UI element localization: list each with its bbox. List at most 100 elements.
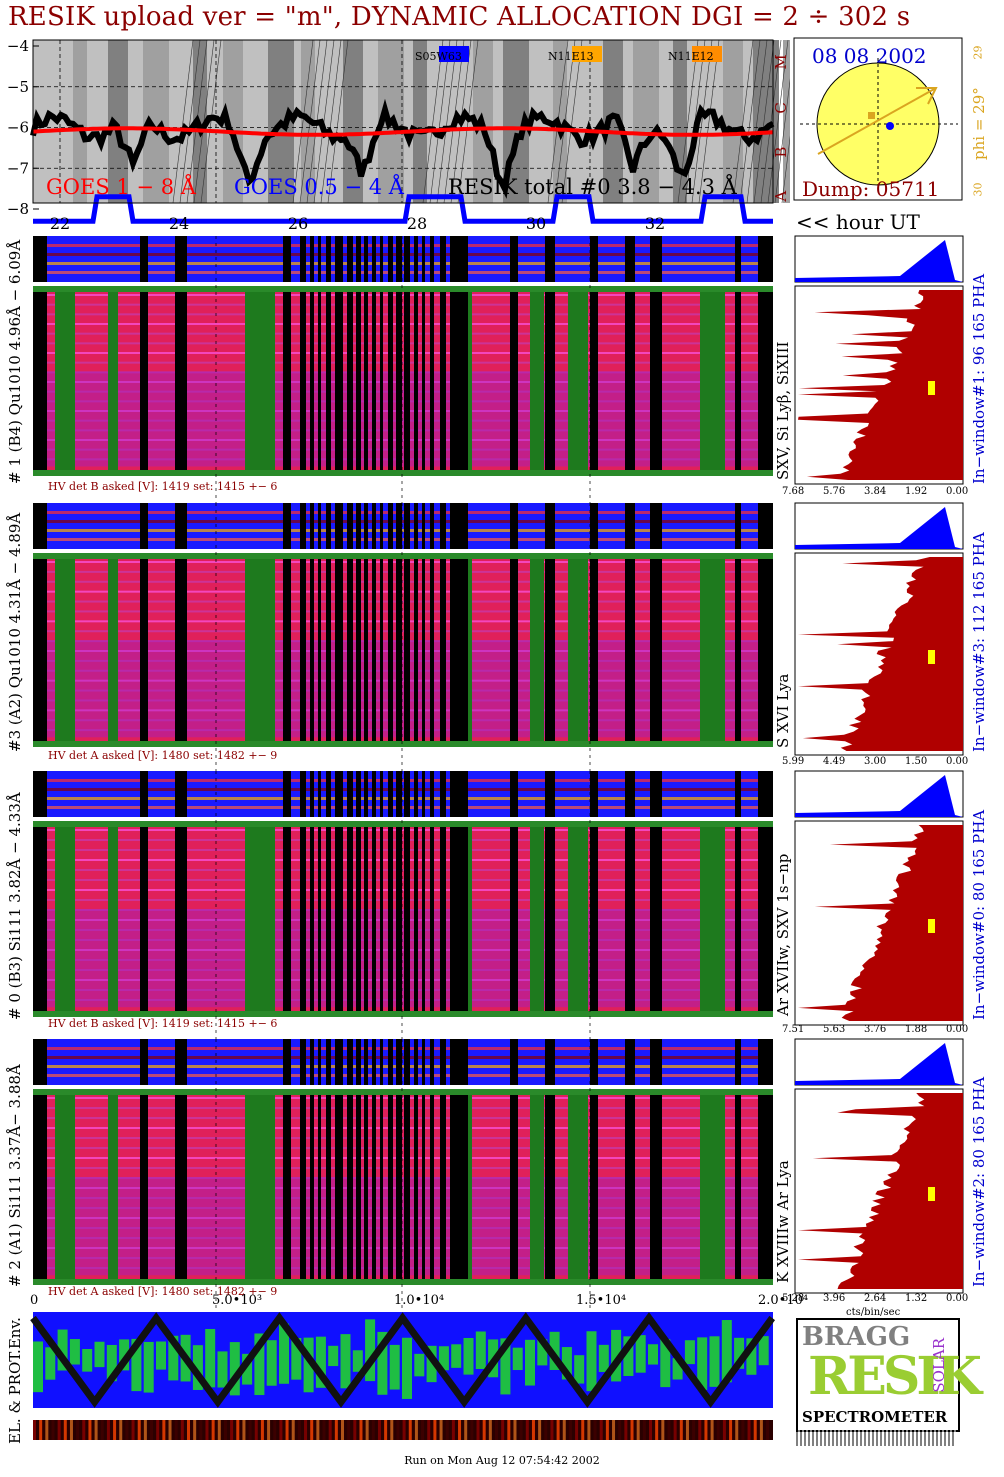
pha-gap <box>283 1039 291 1085</box>
pha-gap <box>388 1039 393 1085</box>
spectrogram-gap <box>735 1089 741 1285</box>
spectrogram-gap <box>356 1089 361 1285</box>
bottom-axis-tick: 2.0•10⁴ <box>758 1293 809 1308</box>
spectrogram-shade <box>33 371 773 467</box>
spectrogram-row <box>33 630 773 633</box>
bottom-axis-tick: 5.0•10³ <box>212 1293 263 1308</box>
env-stripe-bar <box>766 1420 770 1440</box>
detector-panel-3 <box>33 1038 964 1315</box>
spectrum-hist-marker <box>928 381 935 395</box>
hatch-line <box>313 39 335 204</box>
region-color-box <box>572 46 602 62</box>
spectrogram-green-col <box>530 821 544 1017</box>
env-flux-bar <box>549 1331 560 1370</box>
env-flux-bar <box>672 1358 683 1380</box>
env-flux-bar <box>512 1347 523 1371</box>
count-unit: cts/bin/sec <box>846 1307 901 1318</box>
spectrogram-row <box>33 323 773 325</box>
env-flux-bar <box>574 1355 585 1384</box>
env-stripe-bar <box>759 1420 763 1440</box>
pha-gap <box>335 503 343 549</box>
spectrogram-shade <box>33 1177 773 1276</box>
hatch-line <box>429 39 451 204</box>
pha-band <box>33 520 773 523</box>
spectrogram-row <box>33 709 773 712</box>
hour-ticks: 22 24 26 28 30 32 <box>50 214 665 233</box>
env-flux-bar <box>525 1339 535 1386</box>
pha-gap <box>650 1039 662 1085</box>
env-stripe-bar <box>673 1420 677 1440</box>
env-stripe-bar <box>291 1420 295 1440</box>
env-stripe-bar <box>285 1420 289 1440</box>
env-flux-bar <box>266 1340 277 1386</box>
hatch-line <box>422 39 444 204</box>
spectrogram-row <box>33 580 773 583</box>
y-tick-label: −5 <box>7 78 29 96</box>
env-stripe-bar <box>390 1420 394 1440</box>
spectrogram-gap <box>404 1089 410 1285</box>
hist-tick-label: 7.51 <box>782 1024 805 1035</box>
env-flux-bar <box>69 1339 80 1365</box>
pha-gap <box>396 236 402 282</box>
pha-gap <box>735 503 741 549</box>
spectrogram-green-col <box>55 821 75 1017</box>
env-flux-bar <box>106 1344 117 1382</box>
env-stripe-bar <box>260 1420 264 1440</box>
pha-gap <box>758 503 773 549</box>
pha-gap <box>347 236 353 282</box>
pha-gap <box>735 771 741 817</box>
env-stripe-bar <box>242 1420 246 1440</box>
goes-long-curve <box>32 126 774 137</box>
hist-tick-label: 0.00 <box>946 486 969 497</box>
hatch-line <box>746 39 768 204</box>
hist-tick-label: 1.88 <box>905 1024 928 1035</box>
env-stripe-bar <box>236 1420 240 1440</box>
env-stripe-bar <box>82 1420 86 1440</box>
spectrogram-gap <box>430 553 434 747</box>
env-stripe-bar <box>193 1420 197 1440</box>
window-2-label: In−window#2: 80 165 PHA <box>970 1076 988 1287</box>
pha-gap <box>758 1039 773 1085</box>
env-stripe-bar <box>421 1420 425 1440</box>
env-stripe-bar <box>495 1420 498 1440</box>
pha-gap <box>318 771 321 817</box>
spectrogram-gap <box>388 553 393 747</box>
env-stripe-bar <box>729 1420 733 1440</box>
y-tick-label: −7 <box>7 159 29 177</box>
env-flux-bar <box>402 1337 412 1399</box>
pha-gap <box>347 771 353 817</box>
env-flux-bar <box>94 1341 105 1368</box>
spectrogram-gap <box>758 1089 773 1285</box>
spectrogram-row <box>33 929 773 931</box>
env-stripe-bar <box>45 1420 49 1440</box>
spectrogram-gap <box>356 553 361 747</box>
env-flux-bar <box>426 1345 437 1383</box>
pha-band <box>33 538 773 541</box>
env-flux-bar <box>168 1335 179 1381</box>
pha-gap <box>735 236 741 282</box>
spectrogram-gap <box>347 553 353 747</box>
pha-gap <box>300 1039 306 1085</box>
goes-short-curve <box>33 194 773 224</box>
env-stripe-bar <box>636 1420 640 1440</box>
env-stripe-bar <box>735 1420 739 1440</box>
spectrogram-gap <box>33 821 47 1017</box>
lightcurve-frame <box>32 39 774 204</box>
pha-gap <box>430 771 434 817</box>
env-stripe-bar <box>230 1420 234 1440</box>
env-stripe-bar <box>402 1420 406 1440</box>
pha-band <box>33 253 773 256</box>
pha-gap <box>318 236 321 282</box>
pha-gap <box>590 1039 598 1085</box>
pha-band <box>33 1047 773 1050</box>
spectrogram-green-col <box>700 553 725 747</box>
spectrogram-row <box>33 439 773 441</box>
env-stripe-bar <box>316 1420 320 1440</box>
orbit-band <box>108 40 128 203</box>
spectrogram-gap <box>283 1089 291 1285</box>
env-flux-bar <box>684 1340 695 1365</box>
spectrogram-gap <box>326 286 331 476</box>
pha-gap <box>175 236 187 282</box>
pha-gap <box>735 1039 741 1085</box>
